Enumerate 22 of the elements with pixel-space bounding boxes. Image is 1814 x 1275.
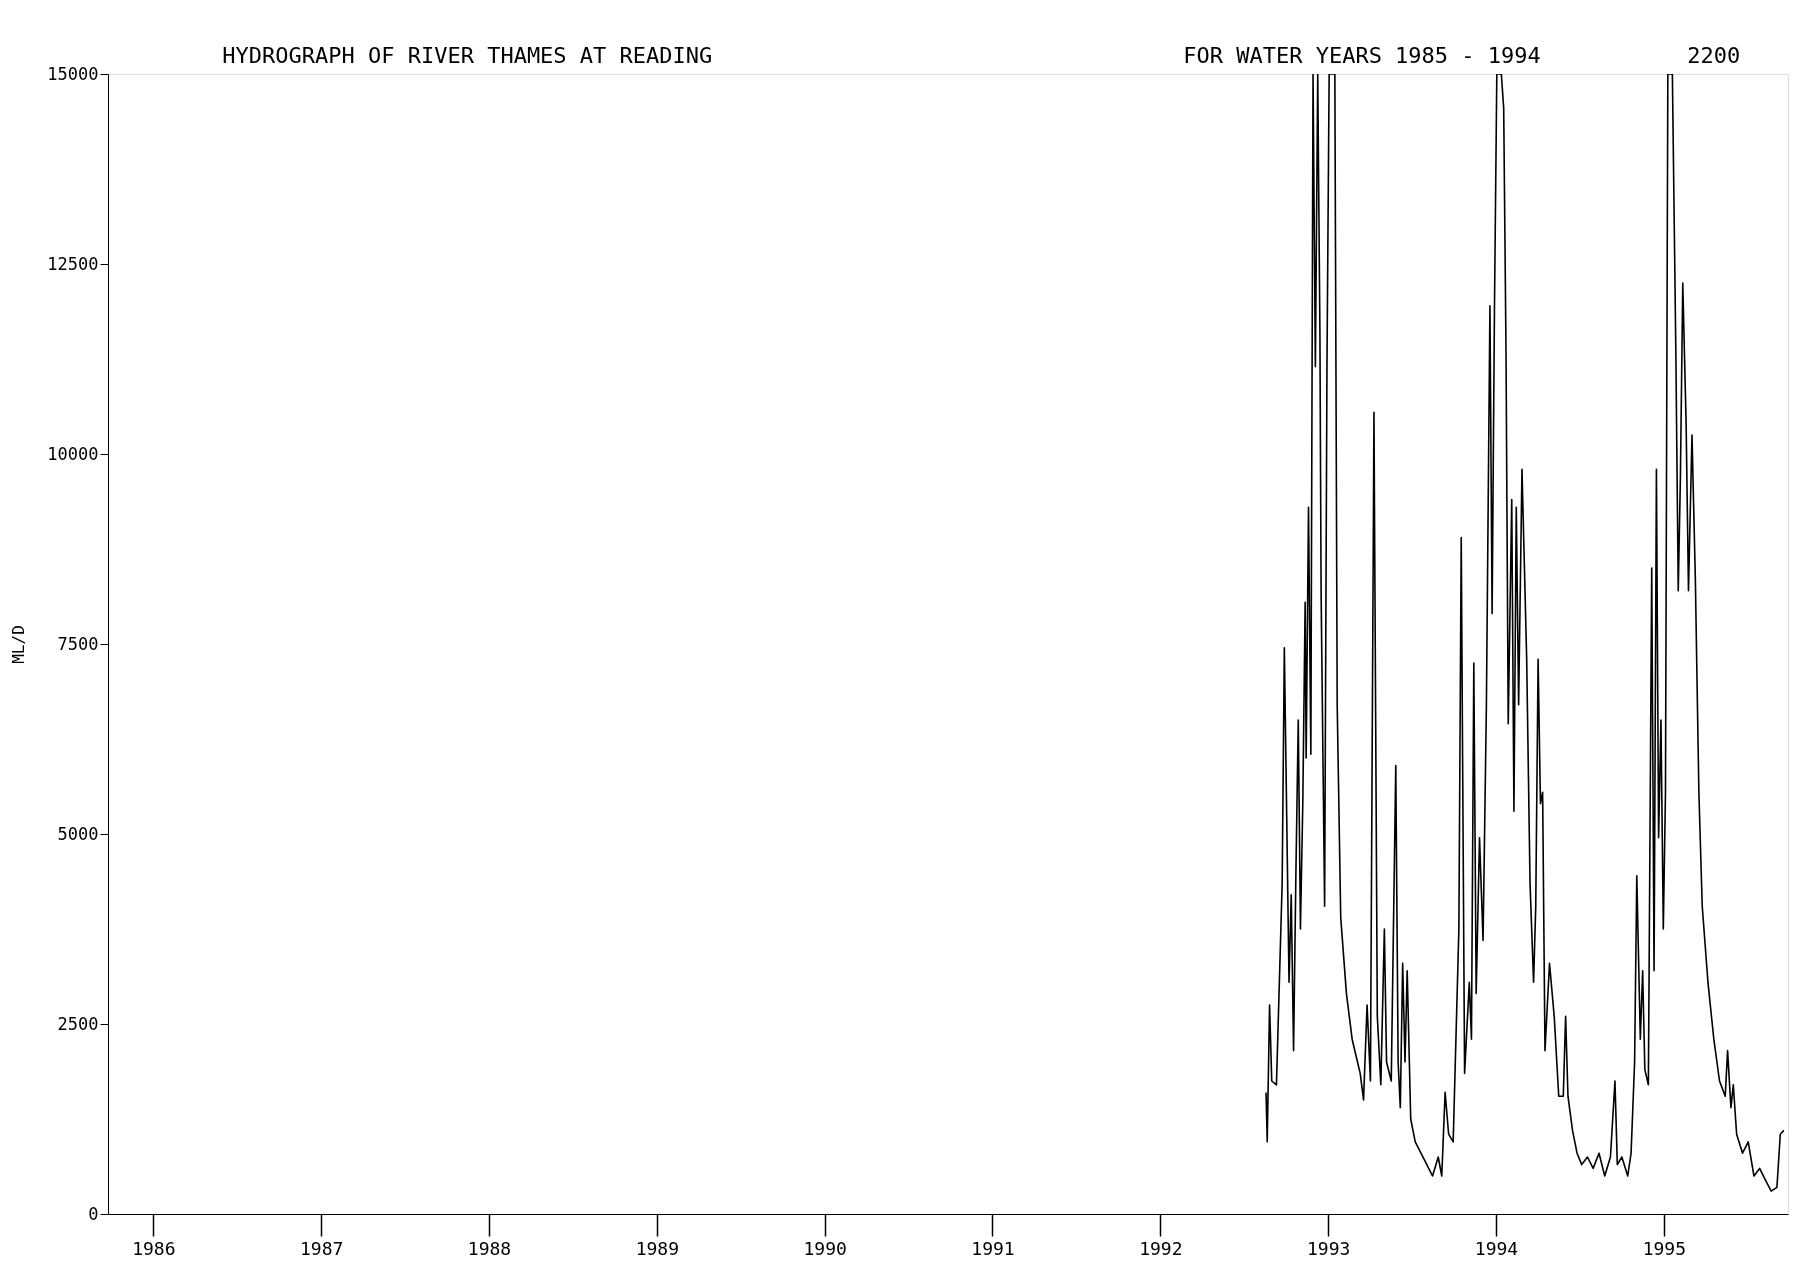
y-tick-label: 5000	[57, 823, 99, 844]
x-tick-label: 1988	[467, 1237, 512, 1259]
chart-title: HYDROGRAPH OF RIVER THAMES AT READING	[222, 43, 713, 68]
y-tick-label: 7500	[57, 633, 99, 654]
line-series	[1265, 74, 1785, 1192]
x-tick-label: 1989	[635, 1237, 679, 1259]
x-tick-label: 1990	[803, 1237, 847, 1259]
x-tick-label: 1995	[1642, 1237, 1686, 1259]
y-tick-label: 15000	[47, 63, 99, 84]
text: 2200	[1687, 43, 1741, 68]
text: FOR WATER YEARS 1985 - 1994	[1183, 43, 1541, 68]
x-tick-label: 1992	[1139, 1237, 1183, 1259]
x-tick-label: 1993	[1306, 1237, 1351, 1259]
x-tick-label: 1991	[971, 1237, 1015, 1259]
y-tick-label: 10000	[47, 443, 99, 464]
y-tick-label: 12500	[47, 253, 99, 274]
x-tick-label: 1987	[299, 1237, 344, 1259]
y-axis-title: ML/D	[9, 625, 29, 664]
y-tick-label: 2500	[57, 1013, 99, 1034]
x-tick-label: 1994	[1474, 1237, 1519, 1259]
y-tick-label: 0	[88, 1203, 99, 1224]
x-tick-label: 1986	[132, 1237, 176, 1259]
